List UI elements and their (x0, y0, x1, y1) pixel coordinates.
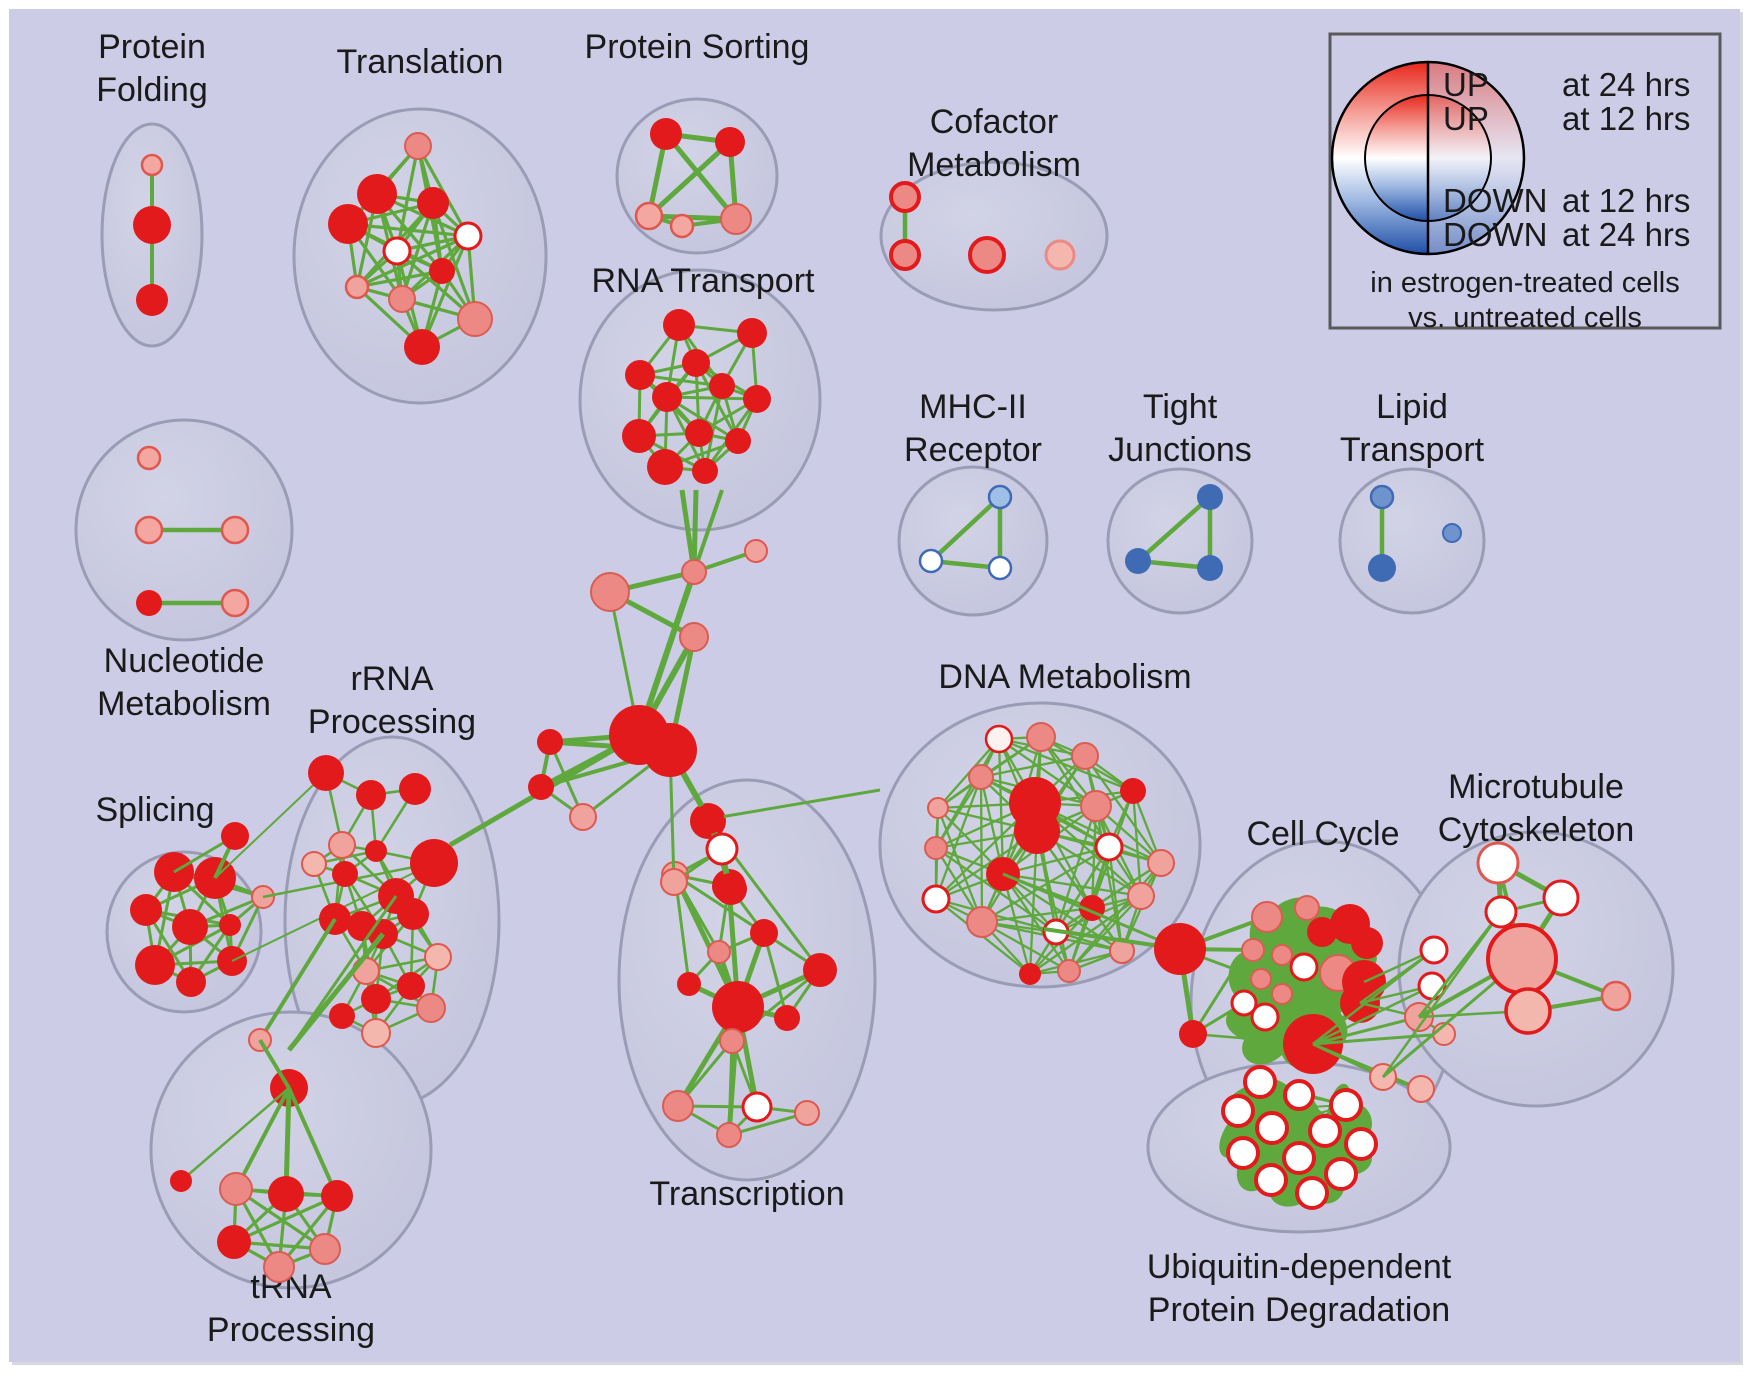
svg-text:UP: UP (1443, 100, 1489, 137)
svg-text:UP: UP (1443, 66, 1489, 103)
svg-text:DNA Metabolism: DNA Metabolism (938, 658, 1191, 696)
svg-text:Protein: Protein (98, 28, 206, 66)
svg-text:Cytoskeleton: Cytoskeleton (1438, 811, 1635, 849)
svg-text:Receptor: Receptor (904, 431, 1042, 469)
svg-text:Protein Sorting: Protein Sorting (585, 28, 810, 66)
svg-text:Metabolism: Metabolism (907, 146, 1081, 184)
svg-text:Transport: Transport (1340, 431, 1485, 469)
svg-text:Ubiquitin-dependent: Ubiquitin-dependent (1147, 1248, 1452, 1286)
svg-text:at 24 hrs: at 24 hrs (1562, 66, 1690, 103)
svg-text:in estrogen-treated cells: in estrogen-treated cells (1370, 267, 1680, 299)
svg-text:Metabolism: Metabolism (97, 685, 271, 723)
svg-text:Cofactor: Cofactor (930, 103, 1059, 141)
svg-text:at 12 hrs: at 12 hrs (1562, 182, 1690, 219)
svg-text:MHC-II: MHC-II (919, 388, 1027, 426)
svg-text:at 24 hrs: at 24 hrs (1562, 216, 1690, 253)
svg-text:Nucleotide: Nucleotide (104, 642, 265, 680)
svg-text:DOWN: DOWN (1443, 216, 1547, 253)
svg-text:Microtubule: Microtubule (1448, 768, 1624, 806)
svg-text:DOWN: DOWN (1443, 182, 1547, 219)
svg-text:Translation: Translation (337, 43, 504, 81)
svg-text:Lipid: Lipid (1376, 388, 1448, 426)
svg-text:Cell Cycle: Cell Cycle (1246, 815, 1399, 853)
svg-text:Splicing: Splicing (95, 791, 214, 829)
svg-text:Protein Degradation: Protein Degradation (1148, 1291, 1450, 1329)
svg-text:RNA Transport: RNA Transport (592, 262, 816, 300)
svg-text:Processing: Processing (207, 1311, 375, 1349)
svg-text:rRNA: rRNA (350, 660, 433, 698)
svg-text:at 12 hrs: at 12 hrs (1562, 100, 1690, 137)
svg-text:Processing: Processing (308, 703, 476, 741)
svg-text:Transcription: Transcription (649, 1175, 844, 1213)
svg-text:vs. untreated cells: vs. untreated cells (1408, 302, 1642, 334)
svg-text:Folding: Folding (96, 71, 208, 109)
svg-text:Junctions: Junctions (1108, 431, 1252, 469)
svg-text:Tight: Tight (1143, 388, 1218, 426)
